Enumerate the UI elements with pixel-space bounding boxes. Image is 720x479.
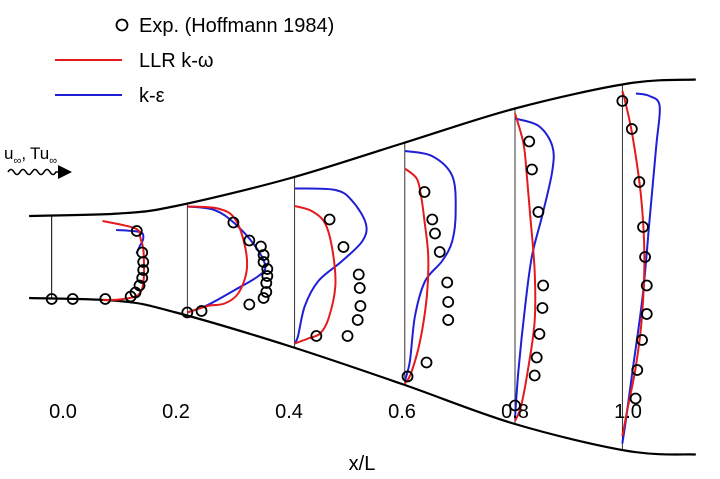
- legend-label-llr: LLR k-ω: [139, 50, 214, 72]
- exp-point: [441, 276, 454, 289]
- x-axis-ticks: 0.0 0.2 0.4 0.6 0.8 1.0: [49, 401, 642, 423]
- exp-point: [354, 300, 367, 312]
- legend-label-ke: k-ε: [139, 85, 165, 107]
- exp-point: [640, 308, 653, 320]
- legend-marker-exp: [115, 18, 129, 32]
- legend: Exp. (Hoffmann 1984) LLR k-ω k-ε: [55, 15, 334, 107]
- exp-point: [639, 251, 651, 263]
- exp-point: [616, 95, 629, 107]
- exp-point: [99, 293, 112, 305]
- k-epsilon-series: [116, 92, 661, 444]
- exp-point: [537, 279, 550, 292]
- llr-k-omega-profile: [514, 113, 537, 422]
- inflow-arrowhead: [58, 165, 72, 179]
- llr-k-omega-profile: [186, 205, 249, 314]
- exp-point: [137, 264, 150, 276]
- llr-k-omega-profile: [403, 167, 430, 385]
- k-epsilon-profile: [403, 150, 457, 382]
- exp-point: [341, 330, 354, 342]
- exp-point: [45, 293, 58, 305]
- exp-point: [130, 225, 143, 237]
- exp-point: [640, 279, 653, 292]
- upper-wall: [29, 78, 696, 218]
- inflow-label: u∞, Tu∞: [4, 144, 57, 167]
- k-epsilon-profile: [186, 205, 267, 314]
- exp-point: [337, 241, 350, 253]
- exp-point: [420, 356, 433, 369]
- k-epsilon-profile: [293, 187, 368, 344]
- exp-point: [426, 213, 439, 226]
- x-tick-label: 0.2: [162, 401, 190, 423]
- exp-point: [433, 246, 446, 258]
- exp-point: [631, 364, 644, 376]
- exp-point: [261, 263, 274, 275]
- exp-point: [136, 246, 149, 259]
- exp-point: [526, 163, 538, 176]
- exp-point: [136, 272, 149, 284]
- llr-k-omega-profile: [102, 220, 146, 301]
- inflow-annotation: u∞, Tu∞: [4, 144, 72, 179]
- exp-point: [633, 176, 646, 188]
- exp-point: [257, 292, 270, 304]
- exp-point: [243, 298, 256, 311]
- exp-point: [353, 282, 366, 294]
- exp-point: [429, 227, 441, 240]
- exp-point: [532, 206, 545, 218]
- exp-point: [528, 369, 541, 382]
- exp-point: [629, 392, 642, 405]
- x-tick-label: 0.6: [388, 401, 416, 423]
- exp-point: [530, 351, 543, 364]
- x-tick-label: 1.0: [614, 401, 642, 423]
- exp-point: [261, 270, 274, 282]
- exp-point: [442, 314, 455, 326]
- exp-point: [533, 328, 546, 340]
- x-tick-label: 0.4: [275, 401, 303, 423]
- exp-point: [195, 305, 208, 317]
- exp-point: [257, 256, 270, 268]
- x-tick-label: 0.0: [49, 401, 77, 423]
- exp-point: [536, 302, 549, 314]
- station-lines: [51, 84, 623, 450]
- exp-point: [637, 221, 649, 233]
- exp-point: [260, 277, 273, 289]
- exp-point: [323, 213, 336, 226]
- llr-k-omega-profile: [621, 90, 646, 437]
- exp-point: [351, 314, 364, 326]
- legend-label-exp: Exp. (Hoffmann 1984): [139, 15, 334, 37]
- exp-point: [181, 306, 194, 319]
- exp-point: [310, 330, 323, 342]
- inflow-wave-arrow: [7, 168, 64, 176]
- exp-point: [442, 296, 455, 308]
- x-tick-label: 0.8: [501, 401, 529, 423]
- exp-point: [352, 268, 365, 281]
- exp-point: [636, 334, 648, 346]
- x-axis-label: x/L: [349, 453, 376, 475]
- experiment-series: [45, 95, 653, 412]
- exp-point: [509, 399, 521, 412]
- exp-point: [254, 240, 267, 253]
- exp-point: [133, 279, 146, 292]
- llr-k-omega-series: [102, 90, 646, 437]
- exp-point: [401, 370, 414, 383]
- exp-point: [418, 186, 431, 198]
- exp-point: [625, 123, 638, 135]
- exp-point: [243, 234, 256, 247]
- exp-point: [227, 216, 240, 229]
- k-epsilon-profile: [621, 92, 661, 444]
- channel-walls: [29, 78, 696, 456]
- exp-point: [66, 293, 79, 305]
- exp-point: [523, 135, 536, 148]
- exp-point: [260, 286, 273, 298]
